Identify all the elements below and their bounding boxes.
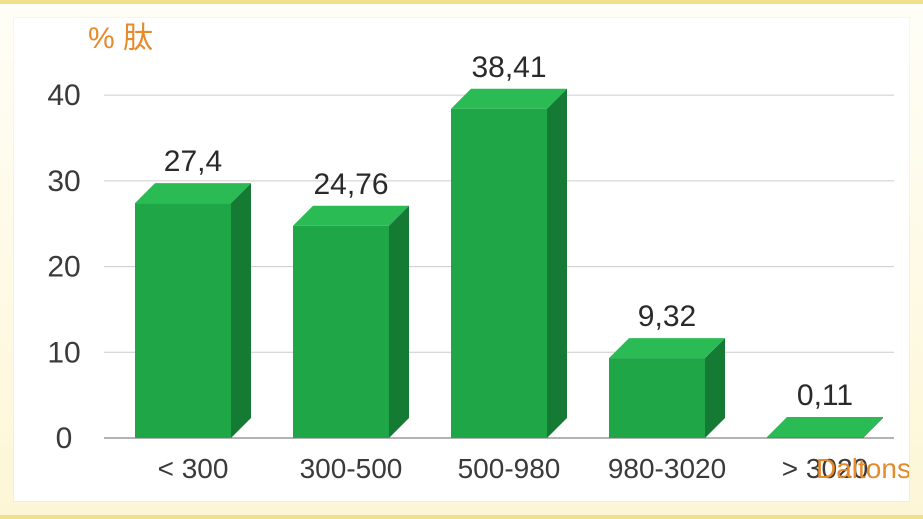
- chart-frame: 0 10 20 30 40 27,4 < 300 24,76 300-500 38,41 500-9…: [0, 0, 923, 519]
- bar: [451, 109, 547, 438]
- bar-top: [767, 417, 883, 437]
- bar: [767, 437, 863, 438]
- bar-chart: 0 10 20 30 40 27,4 < 300 24,76 300-500 38,41 500-9…: [14, 18, 909, 509]
- y-tick-label: 20: [47, 251, 80, 284]
- bar-value-label: 24,76: [313, 168, 388, 201]
- y-tick-label: 10: [47, 336, 80, 369]
- bar: [135, 203, 231, 438]
- category-label: 300-500: [300, 453, 403, 484]
- bar-top: [293, 206, 409, 226]
- bar-side: [547, 89, 567, 438]
- bar-value-label: 0,11: [797, 379, 853, 412]
- y-tick-label: 30: [47, 165, 80, 198]
- category-label: < 300: [158, 453, 229, 484]
- bar-value-label: 27,4: [164, 145, 222, 178]
- y-axis-title: % 肽: [88, 22, 153, 55]
- bar-top: [135, 183, 251, 203]
- category-label: 980-3020: [608, 453, 726, 484]
- y-tick-label: 40: [47, 79, 80, 112]
- bar-side: [389, 206, 409, 438]
- bar: [609, 358, 705, 438]
- bar-top: [609, 338, 725, 358]
- chart-inner: 0 10 20 30 40 27,4 < 300 24,76 300-500 38,41 500-9…: [14, 18, 909, 501]
- x-axis-title: Daltons: [816, 453, 909, 484]
- bar-value-label: 9,32: [638, 300, 696, 333]
- y-tick-label: 0: [56, 422, 73, 455]
- category-label: 500-980: [458, 453, 561, 484]
- bar-side: [231, 183, 251, 438]
- bar-top: [451, 89, 567, 109]
- bar-value-label: 38,41: [471, 51, 546, 84]
- bar: [293, 226, 389, 438]
